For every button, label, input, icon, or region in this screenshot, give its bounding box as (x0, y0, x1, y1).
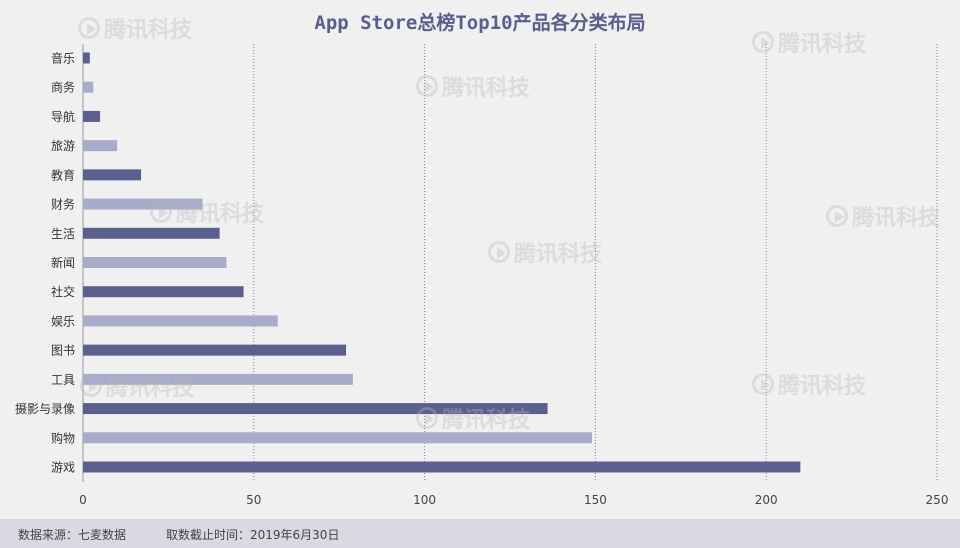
data-source: 数据来源：七麦数据 (18, 528, 127, 542)
category-label: 娱乐 (51, 314, 75, 328)
bar-8 (83, 286, 244, 298)
bar-10 (83, 344, 347, 356)
bar-7 (83, 257, 227, 268)
footer-bar: 数据来源：七麦数据 取数截止时间：2019年6月30日 (0, 519, 960, 548)
category-label: 商务 (51, 80, 75, 95)
category-label: 购物 (51, 430, 75, 445)
category-label: 教育 (51, 167, 75, 182)
category-label: 音乐 (51, 51, 75, 66)
x-tick-label: 50 (246, 493, 261, 507)
bar-1 (83, 81, 94, 93)
bar-14 (83, 461, 801, 473)
x-tick-label: 200 (755, 493, 778, 507)
bar-2 (83, 110, 101, 122)
bar-4 (83, 169, 142, 181)
x-tick-label: 150 (584, 493, 607, 507)
x-tick-label: 0 (79, 493, 87, 507)
category-label: 生活 (51, 227, 75, 241)
category-label: 社交 (51, 284, 75, 299)
bar-9 (83, 315, 278, 327)
bar-13 (83, 432, 592, 444)
category-label: 摄影与录像 (15, 401, 75, 416)
category-label: 图书 (51, 344, 75, 358)
x-tick-label: 250 (926, 493, 949, 507)
category-label: 旅游 (51, 139, 75, 153)
bar-0 (83, 52, 90, 64)
category-label: 游戏 (51, 461, 75, 475)
x-tick-label: 100 (413, 493, 436, 507)
category-label: 财务 (51, 197, 75, 212)
category-label: 工具 (51, 373, 75, 387)
chart-title: App Store总榜Top10产品各分类布局 (314, 12, 646, 34)
x-tick-labels: 0 50 100 150 200 250 (79, 493, 948, 507)
category-label: 导航 (51, 109, 75, 124)
bar-12 (83, 403, 548, 415)
bars-layer (83, 52, 801, 473)
bar-3 (83, 140, 118, 152)
bar-5 (83, 198, 203, 210)
bar-11 (83, 373, 353, 385)
data-cutoff-date: 取数截止时间：2019年6月30日 (166, 528, 340, 542)
category-label: 新闻 (51, 255, 75, 270)
bar-6 (83, 227, 220, 239)
